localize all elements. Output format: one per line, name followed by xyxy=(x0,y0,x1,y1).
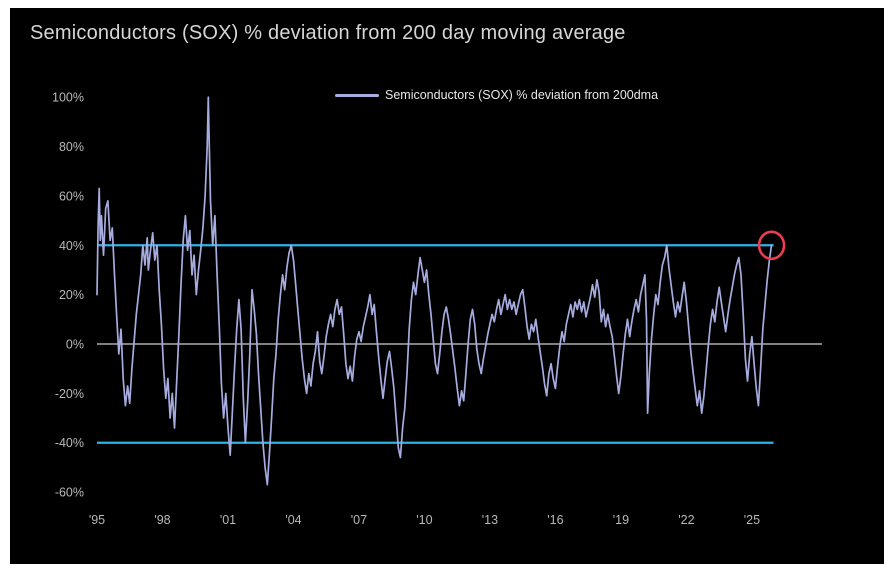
y-tick-label: -60% xyxy=(55,486,84,500)
y-tick-label: 100% xyxy=(52,91,84,105)
x-tick-label: '07 xyxy=(351,513,367,527)
y-tick-label: 20% xyxy=(59,288,84,302)
chart-title: Semiconductors (SOX) % deviation from 20… xyxy=(30,22,626,44)
y-tick-label: 60% xyxy=(59,189,84,203)
x-tick-label: '01 xyxy=(220,513,236,527)
highlight-circle-annotation xyxy=(757,230,786,261)
x-tick-label: '10 xyxy=(416,513,432,527)
x-tick-label: '22 xyxy=(678,513,694,527)
y-tick-label: -40% xyxy=(55,436,84,450)
x-tick-label: '04 xyxy=(285,513,301,527)
y-tick-label: 0% xyxy=(66,338,84,352)
chart-legend: Semiconductors (SOX) % deviation from 20… xyxy=(335,88,658,102)
legend-label: Semiconductors (SOX) % deviation from 20… xyxy=(385,88,659,102)
y-tick-label: 80% xyxy=(59,140,84,154)
x-tick-label: '19 xyxy=(613,513,629,527)
legend-line-swatch xyxy=(335,93,379,97)
x-tick-label: '16 xyxy=(547,513,563,527)
line-chart: 100% 80% 60% 40% 20% 0% -20% -40% -60% '95 '98 '01 '… xyxy=(52,91,822,527)
x-tick-label: '98 xyxy=(154,513,170,527)
chart-card: Semiconductors (SOX) % deviation from 20… xyxy=(10,8,884,564)
y-tick-label: -20% xyxy=(55,387,84,401)
x-tick-label: '13 xyxy=(482,513,498,527)
x-tick-label: '95 xyxy=(89,513,105,527)
x-tick-label: '25 xyxy=(744,513,760,527)
y-tick-label: 40% xyxy=(59,239,84,253)
series-line xyxy=(96,96,773,486)
